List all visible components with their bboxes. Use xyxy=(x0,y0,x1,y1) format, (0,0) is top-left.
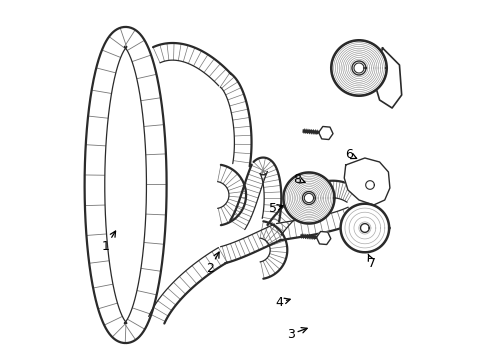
Text: 2: 2 xyxy=(206,252,219,275)
Polygon shape xyxy=(220,224,281,263)
Polygon shape xyxy=(230,165,267,230)
Text: 7: 7 xyxy=(367,254,376,270)
Text: 1: 1 xyxy=(102,231,115,253)
Text: 5: 5 xyxy=(268,202,283,215)
Circle shape xyxy=(283,172,334,224)
Circle shape xyxy=(340,204,388,252)
Polygon shape xyxy=(253,158,281,222)
Polygon shape xyxy=(260,221,287,279)
Text: 4: 4 xyxy=(275,296,289,309)
Text: 3: 3 xyxy=(287,328,306,341)
Polygon shape xyxy=(267,184,321,235)
Polygon shape xyxy=(373,48,401,108)
Polygon shape xyxy=(153,43,231,86)
Polygon shape xyxy=(276,207,354,240)
Text: 6: 6 xyxy=(344,148,356,161)
Text: 8: 8 xyxy=(292,173,305,186)
Polygon shape xyxy=(148,248,226,324)
Polygon shape xyxy=(344,158,389,205)
Polygon shape xyxy=(318,126,332,140)
Polygon shape xyxy=(84,27,166,343)
Polygon shape xyxy=(315,181,355,202)
Circle shape xyxy=(330,40,386,96)
Polygon shape xyxy=(316,231,330,244)
Polygon shape xyxy=(217,165,245,225)
Polygon shape xyxy=(220,73,251,166)
